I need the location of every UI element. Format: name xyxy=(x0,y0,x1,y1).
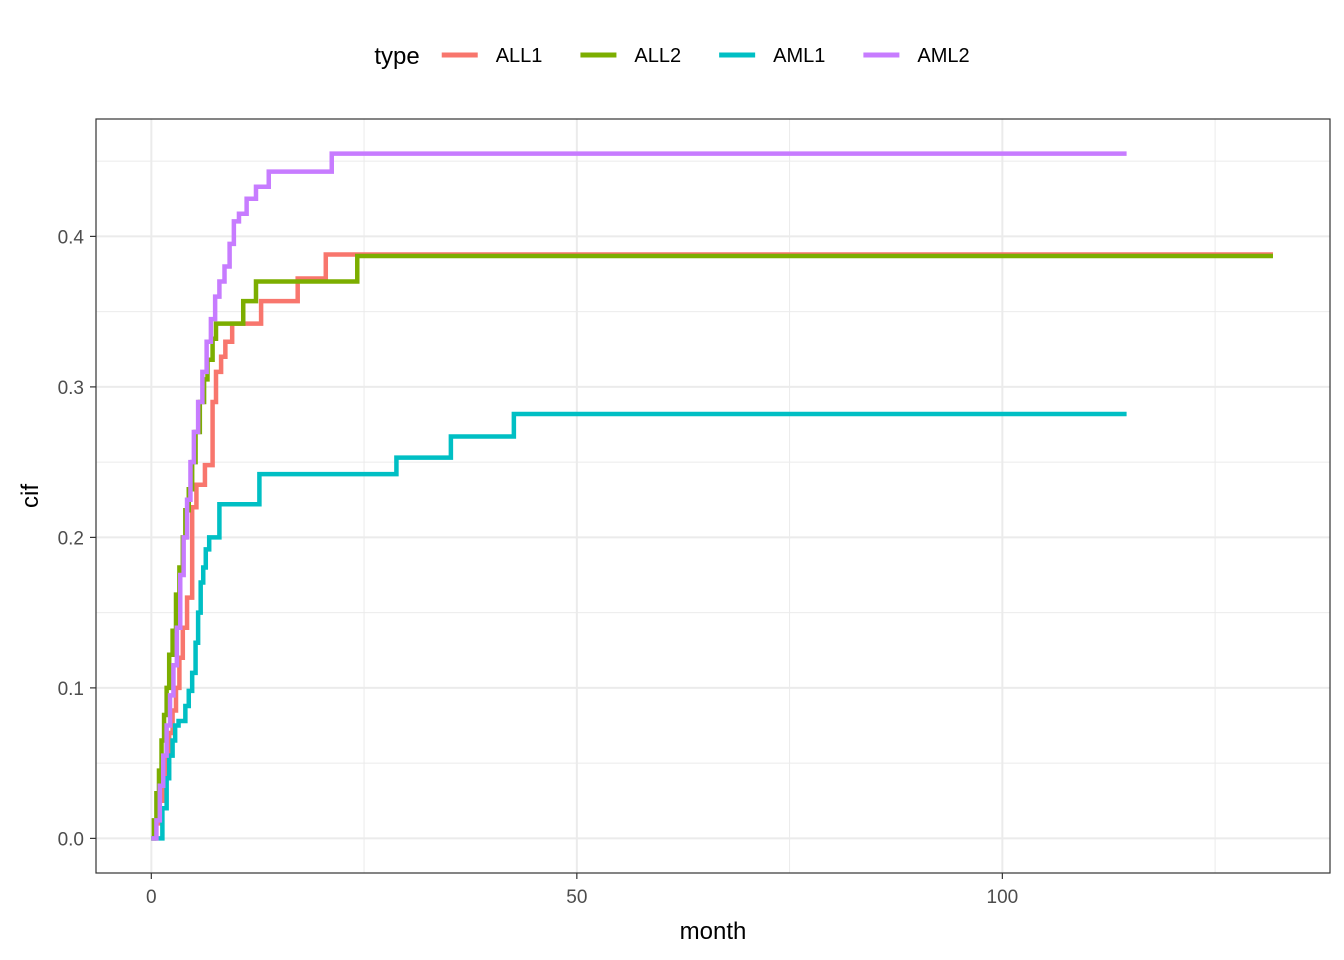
plot-panel-border xyxy=(95,118,1331,874)
legend-item-aml2: AML2 xyxy=(863,45,970,67)
legend: type ALL1 ALL2 AML1 AML2 xyxy=(374,43,969,70)
series-layer xyxy=(151,151,1273,841)
series-line-aml2 xyxy=(151,151,1127,841)
y-axis-title: cif xyxy=(17,484,44,508)
legend-label-all2: ALL2 xyxy=(634,45,681,67)
y-tick-label: 0.1 xyxy=(58,679,84,700)
x-tick-label: 100 xyxy=(987,887,1019,908)
y-tick-label: 0.2 xyxy=(58,528,84,549)
legend-item-all1: ALL1 xyxy=(441,45,543,67)
series-line-aml1 xyxy=(151,411,1127,841)
legend-label-aml2: AML2 xyxy=(917,45,969,67)
legend-label-all1: ALL1 xyxy=(496,45,543,67)
y-tick-label: 0.0 xyxy=(58,829,84,850)
x-axis: 0 50 100 xyxy=(146,873,1018,908)
grid-minor xyxy=(96,119,1330,873)
legend-item-aml1: AML1 xyxy=(719,45,825,67)
legend-item-all2: ALL2 xyxy=(580,45,681,67)
y-axis: 0.0 0.1 0.2 0.3 0.4 xyxy=(58,227,96,850)
y-tick-label: 0.4 xyxy=(58,227,85,248)
legend-title: type xyxy=(374,43,419,70)
x-tick-label: 50 xyxy=(566,887,587,908)
y-tick-label: 0.3 xyxy=(58,378,84,399)
x-axis-title: month xyxy=(680,918,747,945)
x-tick-label: 0 xyxy=(146,887,157,908)
legend-label-aml1: AML1 xyxy=(773,45,825,67)
plot-panel xyxy=(96,119,1330,873)
grid-major xyxy=(96,119,1330,873)
